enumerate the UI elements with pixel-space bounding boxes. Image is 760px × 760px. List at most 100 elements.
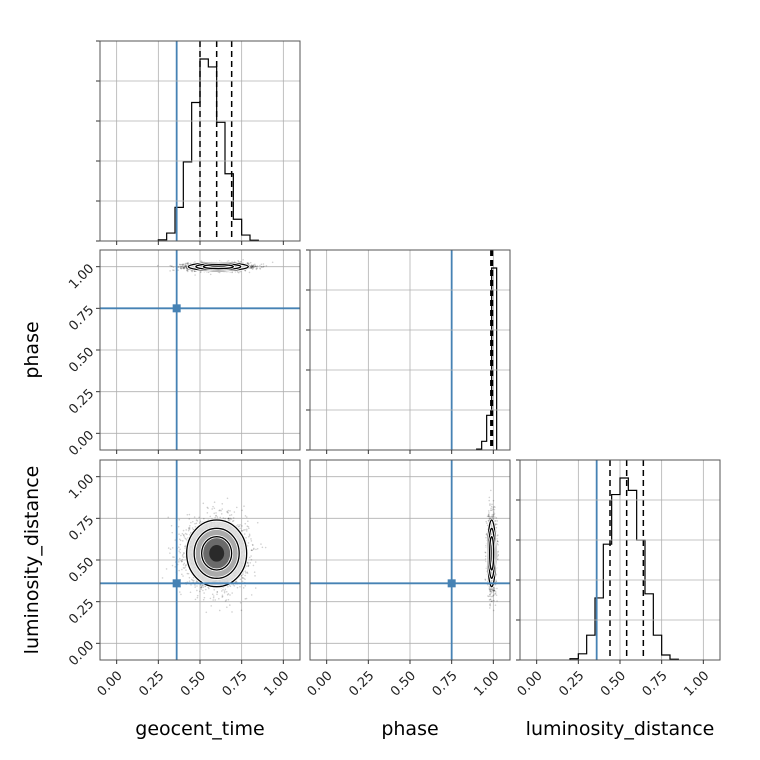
sample-point	[246, 571, 248, 574]
sample-point	[224, 588, 227, 591]
contour-line	[202, 264, 234, 270]
sample-point	[214, 599, 217, 601]
sample-point	[209, 273, 212, 276]
sample-point	[183, 266, 186, 269]
sample-point	[186, 513, 189, 516]
sample-point	[254, 575, 256, 577]
sample-point	[243, 533, 246, 535]
sample-point	[187, 529, 190, 532]
sample-point	[200, 584, 202, 587]
sample-point	[186, 262, 189, 265]
sample-point	[203, 596, 206, 599]
sample-point	[252, 544, 254, 546]
sample-point	[189, 591, 192, 594]
sample-point	[177, 525, 180, 528]
sample-point	[252, 265, 254, 268]
sample-point	[178, 263, 181, 266]
sample-point	[244, 598, 247, 600]
sample-point	[244, 528, 246, 531]
sample-point	[225, 590, 228, 593]
sample-point	[227, 512, 229, 514]
sample-point	[249, 261, 252, 264]
sample-point	[185, 267, 188, 269]
sample-point	[228, 517, 230, 520]
sample-point	[233, 511, 236, 513]
sample-point	[242, 529, 245, 531]
sample-point	[186, 572, 189, 575]
sample-point	[171, 547, 174, 549]
sample-point	[239, 585, 241, 588]
sample-point	[231, 271, 233, 274]
sample-point	[263, 265, 265, 268]
sample-point	[232, 583, 235, 586]
sample-point	[181, 555, 184, 557]
sample-point	[181, 265, 183, 268]
sample-point	[170, 265, 173, 267]
sample-point	[246, 572, 249, 574]
sample-point	[179, 548, 181, 551]
sample-point	[251, 543, 254, 546]
sample-point	[191, 527, 194, 529]
sample-point	[233, 585, 236, 587]
sample-point	[182, 534, 185, 536]
sample-point	[255, 265, 258, 268]
sample-point	[195, 581, 198, 583]
sample-point	[225, 599, 228, 601]
sample-point	[229, 585, 232, 588]
sample-point	[191, 270, 193, 273]
truth-marker	[172, 304, 181, 313]
sample-point	[252, 264, 255, 266]
sample-point	[231, 611, 233, 613]
sample-point	[178, 546, 180, 549]
sample-point	[245, 597, 248, 600]
sample-point	[194, 586, 196, 588]
sample-point	[185, 265, 187, 267]
sample-point	[183, 265, 186, 268]
sample-point	[184, 265, 187, 267]
sample-point	[206, 506, 209, 509]
sample-point	[193, 516, 196, 518]
sample-point	[182, 266, 185, 269]
sample-point	[221, 594, 224, 597]
sample-point	[207, 507, 209, 509]
sample-point	[181, 540, 184, 542]
sample-point	[229, 594, 231, 596]
sample-point	[226, 510, 228, 513]
sample-point	[184, 545, 186, 547]
sample-point	[226, 594, 229, 596]
sample-point	[251, 266, 254, 268]
sample-point	[182, 263, 185, 266]
sample-point	[182, 263, 184, 266]
sample-point	[194, 598, 197, 601]
sample-point	[235, 506, 238, 509]
sample-point	[240, 529, 243, 532]
sample-point	[177, 269, 179, 271]
sample-point	[178, 550, 181, 552]
sample-point	[182, 267, 185, 270]
sample-point	[209, 515, 212, 518]
sample-point	[204, 588, 207, 591]
sample-point	[182, 534, 185, 537]
sample-point	[227, 517, 230, 520]
sample-point	[245, 516, 248, 518]
sample-point	[241, 577, 244, 579]
sample-point	[196, 596, 199, 599]
panel-content	[450, 250, 498, 450]
sample-point	[180, 267, 183, 270]
sample-point	[178, 533, 180, 535]
sample-point	[210, 605, 213, 607]
sample-point	[246, 525, 249, 528]
sample-point	[184, 537, 187, 540]
sample-point	[181, 560, 183, 563]
sample-point	[182, 567, 185, 569]
sample-point	[178, 518, 181, 521]
panel-content	[100, 250, 300, 450]
sample-point	[187, 262, 189, 264]
sample-point	[202, 598, 205, 601]
sample-point	[250, 266, 253, 269]
sample-point	[183, 567, 186, 569]
sample-point	[169, 264, 172, 267]
sample-point	[247, 535, 250, 538]
sample-point	[260, 266, 263, 268]
sample-point	[187, 572, 190, 575]
